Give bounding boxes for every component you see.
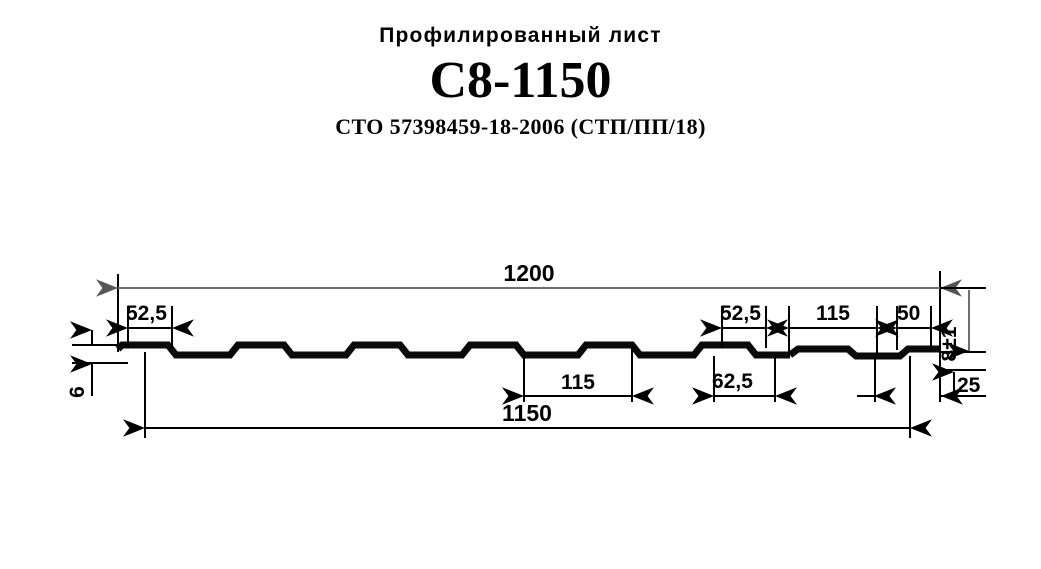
dimension-label-lap: 50 (897, 302, 920, 325)
dimension-rib-right: 52,5 (700, 302, 788, 348)
title-block: Профилированный лист C8-1150 СТО 5739845… (0, 22, 1041, 142)
dimension-left-offset: 6 (66, 321, 128, 398)
dimension-label-span-center: 115 (561, 371, 595, 394)
product-type-label: Профилированный лист (379, 24, 662, 47)
dimension-label-overall: 1200 (503, 260, 554, 286)
dimension-label-edge-return: 25 (957, 374, 981, 397)
dimension-useful-width: 1150 (123, 352, 932, 438)
dimension-label-useful: 1150 (502, 400, 552, 426)
dimension-overall-width: 1200 (96, 260, 962, 352)
dimension-label-span-right: 115 (816, 302, 850, 325)
dimension-edge-return: 25 (857, 352, 986, 405)
profile-outline-lap-rib (787, 345, 940, 360)
dimension-label-left-offset: 6 (66, 386, 89, 398)
dimension-rib-pitch: 62,5 (692, 356, 797, 405)
dimension-label-rib-pitch: 62,5 (712, 370, 753, 393)
dimension-span-right: 115 (767, 302, 899, 356)
dimension-span-center: 115 (502, 346, 654, 405)
dimension-label-profile-height: 8±1 (938, 326, 961, 361)
page-title: C8-1150 (429, 52, 612, 109)
dimension-label-rib-right: 52,5 (720, 302, 761, 325)
standard-reference-label: СТО 57398459-18-2006 (СТП/ПП/18) (335, 114, 706, 139)
dimension-label-rib-left: 52,5 (126, 302, 167, 325)
profile-outline-main (115, 341, 790, 359)
dimension-rib-left: 52,5 (106, 302, 194, 348)
dimension-lap: 50 (875, 302, 953, 350)
dimension-profile-height: 8±1 (938, 287, 986, 361)
corrugated-profile-section (115, 341, 940, 360)
